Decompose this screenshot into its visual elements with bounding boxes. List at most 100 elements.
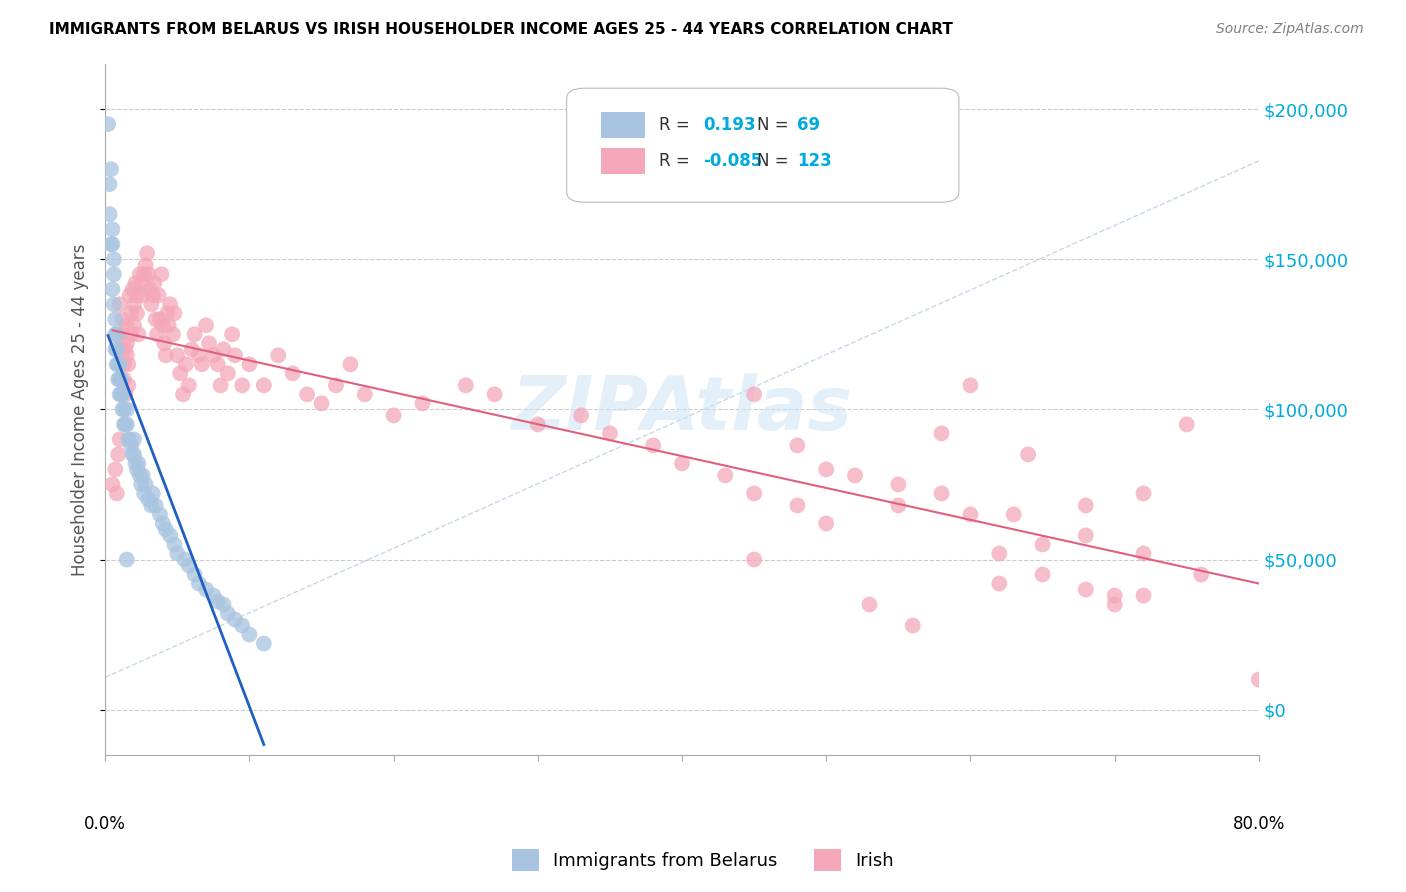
Point xyxy=(107,447,129,461)
Point xyxy=(887,477,910,491)
Point xyxy=(169,367,191,381)
Text: 0.0%: 0.0% xyxy=(84,814,127,833)
Point xyxy=(1074,528,1097,542)
Text: N =: N = xyxy=(756,152,794,169)
Point xyxy=(209,378,232,392)
Point xyxy=(786,438,808,452)
Point xyxy=(135,477,157,491)
FancyBboxPatch shape xyxy=(602,112,645,138)
Point xyxy=(221,327,243,342)
Point xyxy=(207,594,229,608)
Point xyxy=(988,547,1011,561)
Point xyxy=(844,468,866,483)
Point xyxy=(152,516,174,531)
Point xyxy=(281,367,304,381)
Point xyxy=(121,447,143,461)
Point xyxy=(1247,673,1270,687)
Point xyxy=(742,486,765,500)
Point xyxy=(1132,486,1154,500)
Point xyxy=(207,357,229,371)
Point xyxy=(931,426,953,441)
Point xyxy=(187,576,209,591)
Point xyxy=(128,468,150,483)
Text: R =: R = xyxy=(659,152,695,169)
Point xyxy=(104,462,127,476)
Point xyxy=(1074,582,1097,597)
Point xyxy=(382,409,405,423)
Point xyxy=(122,447,145,461)
Point xyxy=(311,396,333,410)
Point xyxy=(325,378,347,392)
Text: Source: ZipAtlas.com: Source: ZipAtlas.com xyxy=(1216,22,1364,37)
Point xyxy=(104,312,127,326)
Point xyxy=(134,267,156,281)
Point xyxy=(599,426,621,441)
Point xyxy=(152,318,174,333)
Point xyxy=(101,282,124,296)
Point xyxy=(111,312,134,326)
Point xyxy=(1175,417,1198,432)
Point xyxy=(959,508,981,522)
Point xyxy=(108,357,131,371)
Point xyxy=(157,318,180,333)
Point xyxy=(163,537,186,551)
Point xyxy=(100,162,122,177)
Point xyxy=(231,378,253,392)
Point xyxy=(174,357,197,371)
Text: N =: N = xyxy=(756,116,794,134)
Point xyxy=(253,636,276,650)
Point xyxy=(146,327,169,342)
Y-axis label: Householder Income Ages 25 - 44 years: Householder Income Ages 25 - 44 years xyxy=(72,244,89,575)
Point xyxy=(198,336,221,351)
Point xyxy=(1074,499,1097,513)
Point xyxy=(959,378,981,392)
Point xyxy=(988,576,1011,591)
Point xyxy=(145,312,167,326)
Point xyxy=(224,348,246,362)
Point xyxy=(118,433,141,447)
Point xyxy=(191,357,214,371)
Point xyxy=(172,387,194,401)
Point xyxy=(183,327,205,342)
Point xyxy=(339,357,361,371)
Point xyxy=(136,246,159,260)
Point xyxy=(112,402,135,417)
Point xyxy=(98,177,121,191)
Point xyxy=(111,387,134,401)
Point xyxy=(105,343,128,357)
Point xyxy=(163,306,186,320)
Point xyxy=(671,457,693,471)
Point xyxy=(97,117,120,131)
Point xyxy=(195,582,218,597)
Point xyxy=(295,387,318,401)
Point xyxy=(150,267,173,281)
Point xyxy=(155,523,177,537)
Text: R =: R = xyxy=(659,116,695,134)
Point xyxy=(1031,567,1053,582)
Point xyxy=(212,343,235,357)
Point xyxy=(128,267,150,281)
Point xyxy=(173,552,195,566)
Point xyxy=(155,348,177,362)
Point xyxy=(142,486,165,500)
FancyBboxPatch shape xyxy=(567,88,959,202)
Point xyxy=(195,318,218,333)
Text: 123: 123 xyxy=(797,152,832,169)
Point xyxy=(114,417,136,432)
Point xyxy=(129,277,152,291)
Point xyxy=(177,558,200,573)
Text: 69: 69 xyxy=(797,116,821,134)
Point xyxy=(714,468,737,483)
Point xyxy=(131,468,153,483)
Point xyxy=(111,402,134,417)
Point xyxy=(238,627,260,641)
Point xyxy=(127,327,149,342)
Point xyxy=(114,387,136,401)
Point xyxy=(125,462,148,476)
Text: ZIPAtlas: ZIPAtlas xyxy=(512,373,852,446)
Point xyxy=(108,297,131,311)
Point xyxy=(138,492,160,507)
Point xyxy=(149,508,172,522)
Point xyxy=(162,327,184,342)
Point xyxy=(217,607,239,621)
